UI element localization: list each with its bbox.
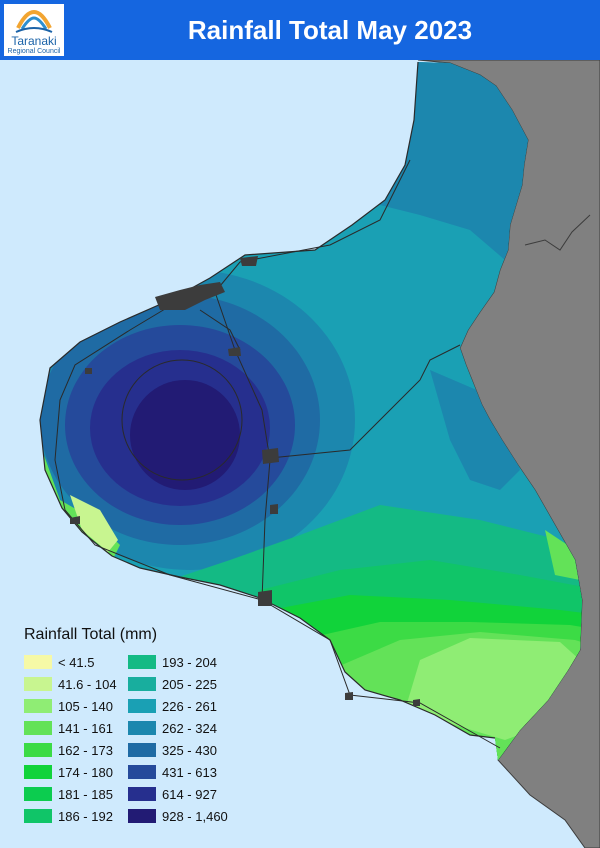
legend-label: 431 - 613 — [162, 764, 217, 780]
legend-item: 193 - 204 — [128, 654, 217, 670]
town-new-plymouth — [155, 282, 225, 310]
legend-item: 928 - 1,460 — [128, 808, 228, 824]
legend-swatch — [128, 721, 156, 735]
town-hawera — [258, 590, 272, 606]
legend-swatch — [24, 787, 52, 801]
legend-swatch — [24, 721, 52, 735]
legend-label: 141 - 161 — [58, 720, 113, 736]
title-bar: Taranaki Regional Council Rainfall Total… — [0, 0, 600, 60]
legend-swatch — [24, 765, 52, 779]
legend-swatch — [128, 809, 156, 823]
legend-label: 174 - 180 — [58, 764, 113, 780]
legend-swatch — [128, 743, 156, 757]
legend-item: 186 - 192 — [24, 808, 113, 824]
logo-name: Taranaki — [11, 34, 57, 48]
legend-label: < 41.5 — [58, 654, 95, 670]
town-markers — [70, 256, 420, 706]
legend-swatch — [24, 743, 52, 757]
legend-swatch — [128, 699, 156, 713]
legend-label: 325 - 430 — [162, 742, 217, 758]
town-stratford — [262, 448, 279, 464]
town-waitara — [240, 256, 258, 266]
legend-item: 205 - 225 — [128, 676, 217, 692]
legend-label: 614 - 927 — [162, 786, 217, 802]
page-title: Rainfall Total May 2023 — [187, 15, 473, 45]
town-inglewood — [228, 347, 241, 356]
legend-label: 105 - 140 — [58, 698, 113, 714]
legend-label: 928 - 1,460 — [162, 808, 228, 824]
logo-subname: Regional Council — [7, 48, 61, 55]
legend-swatch — [128, 787, 156, 801]
legend-item: 41.6 - 104 — [24, 676, 117, 692]
legend-item: 105 - 140 — [24, 698, 113, 714]
legend-label: 193 - 204 — [162, 654, 217, 670]
legend-item: 162 - 173 — [24, 742, 113, 758]
legend-swatch — [24, 809, 52, 823]
legend-item: < 41.5 — [24, 654, 95, 670]
legend-label: 186 - 192 — [58, 808, 113, 824]
legend-label: 162 - 173 — [58, 742, 113, 758]
rainfall-map — [39, 60, 600, 848]
legend-swatch — [128, 677, 156, 691]
town-patea — [345, 692, 353, 700]
town-opunake — [70, 516, 80, 524]
town-waverley — [413, 699, 420, 706]
legend-swatch — [128, 655, 156, 669]
legend-item: 181 - 185 — [24, 786, 113, 802]
legend-label: 181 - 185 — [58, 786, 113, 802]
legend-swatch — [24, 699, 52, 713]
logo-wave-icon — [15, 9, 53, 33]
mountain-ring — [121, 359, 243, 481]
legend-label: 205 - 225 — [162, 676, 217, 692]
legend-title: Rainfall Total (mm) — [24, 626, 158, 643]
legend-item: 262 - 324 — [128, 720, 217, 736]
legend-label: 262 - 324 — [162, 720, 217, 736]
legend-item: 174 - 180 — [24, 764, 113, 780]
legend-item: 141 - 161 — [24, 720, 113, 736]
legend-item: 614 - 927 — [128, 786, 217, 802]
legend-swatch — [128, 765, 156, 779]
legend-item: 226 - 261 — [128, 698, 217, 714]
legend-swatch — [24, 677, 52, 691]
legend-swatch — [24, 655, 52, 669]
town-okato — [85, 368, 92, 374]
legend-item: 325 - 430 — [128, 742, 217, 758]
town-eltham — [270, 504, 278, 514]
council-logo: Taranaki Regional Council — [4, 4, 64, 56]
legend-label: 226 - 261 — [162, 698, 217, 714]
legend-item: 431 - 613 — [128, 764, 217, 780]
legend-label: 41.6 - 104 — [58, 676, 117, 692]
